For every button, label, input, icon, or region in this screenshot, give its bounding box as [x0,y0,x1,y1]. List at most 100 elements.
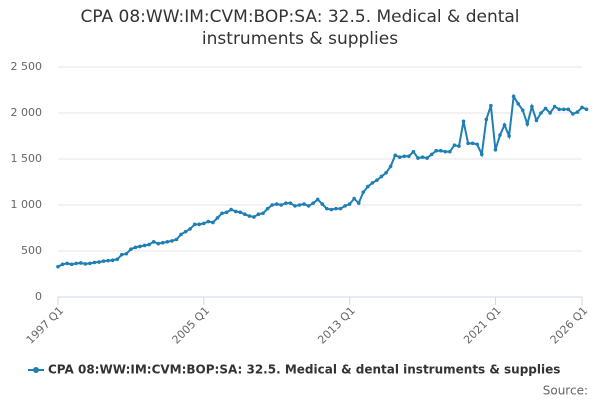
point [293,204,297,208]
point [552,104,557,109]
point [179,232,183,237]
point [356,201,361,205]
point [206,219,211,224]
point [288,201,293,205]
y-tick-label: 2 000 [11,106,43,119]
point [434,148,438,153]
point [493,148,498,152]
point [479,152,484,157]
point [161,240,165,245]
point [438,148,443,153]
point [211,220,215,225]
point [315,197,320,202]
point [252,215,256,219]
point [539,111,543,115]
point [525,122,530,126]
point [115,257,120,262]
point [174,237,179,242]
point [192,222,197,227]
point [566,107,571,112]
point [256,212,261,216]
x-tick-label: 1997 Q1 [24,304,67,347]
point [306,204,311,208]
point [407,154,411,159]
point [78,261,83,265]
point [170,239,174,243]
point [97,260,101,264]
point [243,212,247,216]
point [92,260,97,265]
point [466,141,470,146]
point [375,178,379,182]
point [261,211,265,216]
point [402,154,407,159]
point [88,261,92,266]
point [420,155,425,159]
point [65,261,69,266]
point [279,203,284,207]
point [534,118,539,123]
point [511,94,516,99]
y-tick-label: 500 [21,244,42,257]
legend-marker [33,367,39,373]
point [516,102,521,106]
point [165,240,170,244]
point [156,241,161,246]
point [101,259,106,263]
chart-title: CPA 08:WW:IM:CVM:BOP:SA: 32.5. Medical &… [80,7,520,49]
point [379,174,384,179]
point [311,201,315,205]
x-tick-label: 2013 Q1 [315,304,358,347]
point [297,203,302,207]
point [584,107,589,112]
point [129,247,133,251]
x-tick-label: 2021 Q1 [461,304,504,347]
point [343,204,347,208]
point [334,206,338,211]
point [320,202,325,206]
point [561,107,566,112]
y-tick-label: 1 500 [11,152,43,165]
point [138,244,142,249]
point [124,251,129,256]
point [384,171,388,175]
point [270,203,274,207]
point [247,214,252,218]
point [352,196,356,201]
point [557,107,562,112]
point [370,181,375,185]
point [425,156,429,160]
point [302,202,306,206]
point [580,105,584,110]
point [361,190,366,194]
point [448,149,452,154]
point [325,206,329,211]
x-tick-label: 2026 Q1 [548,304,591,347]
point [142,243,147,248]
point [224,210,229,215]
source: Source: [543,384,588,398]
point [461,119,466,124]
point [338,206,343,211]
x-tick-label: 2005 Q1 [170,304,213,347]
point [470,141,475,146]
point [238,210,243,215]
point [147,242,151,247]
point [274,202,279,206]
legend-label: CPA 08:WW:IM:CVM:BOP:SA: 32.5. Medical &… [48,363,560,377]
point [233,209,238,214]
point [443,149,448,154]
point [133,245,138,250]
point [502,123,507,127]
point [197,222,202,227]
point [475,142,480,147]
point [183,229,188,234]
series-line [57,93,587,268]
point [265,206,270,211]
y-tick-label: 2 500 [11,60,43,73]
point [575,110,580,114]
point [202,221,206,226]
point [74,261,79,266]
